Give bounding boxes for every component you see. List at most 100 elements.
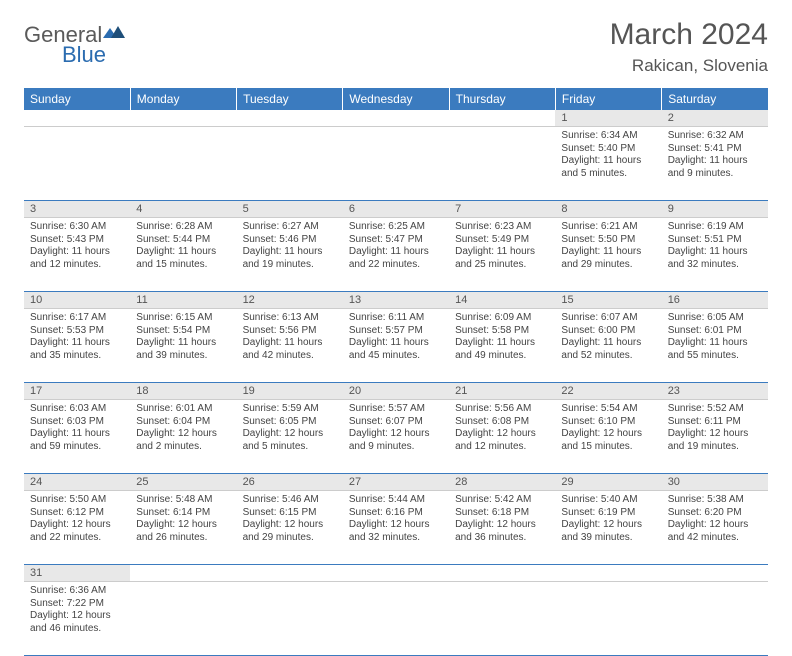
day-details: Sunrise: 6:17 AMSunset: 5:53 PMDaylight:… xyxy=(24,309,130,366)
day-cell: Sunrise: 5:52 AMSunset: 6:11 PMDaylight:… xyxy=(662,400,768,474)
day-cell xyxy=(449,582,555,656)
weekday-header: Friday xyxy=(555,88,661,110)
day-cell: Sunrise: 6:11 AMSunset: 5:57 PMDaylight:… xyxy=(343,309,449,383)
day-number: 9 xyxy=(662,201,768,218)
day-details: Sunrise: 5:46 AMSunset: 6:15 PMDaylight:… xyxy=(237,491,343,548)
day-content-row: Sunrise: 6:30 AMSunset: 5:43 PMDaylight:… xyxy=(24,218,768,292)
weekday-header: Sunday xyxy=(24,88,130,110)
day-cell: Sunrise: 6:25 AMSunset: 5:47 PMDaylight:… xyxy=(343,218,449,292)
day-details: Sunrise: 6:11 AMSunset: 5:57 PMDaylight:… xyxy=(343,309,449,366)
day-number xyxy=(237,565,343,582)
day-details: Sunrise: 5:56 AMSunset: 6:08 PMDaylight:… xyxy=(449,400,555,457)
day-content-row: Sunrise: 6:03 AMSunset: 6:03 PMDaylight:… xyxy=(24,400,768,474)
day-number-row: 31 xyxy=(24,565,768,582)
day-number: 12 xyxy=(237,292,343,309)
day-number-row: 10111213141516 xyxy=(24,292,768,309)
day-details: Sunrise: 6:23 AMSunset: 5:49 PMDaylight:… xyxy=(449,218,555,275)
day-number xyxy=(343,565,449,582)
day-details: Sunrise: 6:13 AMSunset: 5:56 PMDaylight:… xyxy=(237,309,343,366)
day-number: 23 xyxy=(662,383,768,400)
day-cell: Sunrise: 6:34 AMSunset: 5:40 PMDaylight:… xyxy=(555,127,661,201)
day-number: 28 xyxy=(449,474,555,491)
day-cell: Sunrise: 6:05 AMSunset: 6:01 PMDaylight:… xyxy=(662,309,768,383)
day-cell xyxy=(130,127,236,201)
day-cell xyxy=(237,127,343,201)
day-number xyxy=(343,110,449,127)
day-number: 16 xyxy=(662,292,768,309)
day-cell: Sunrise: 6:03 AMSunset: 6:03 PMDaylight:… xyxy=(24,400,130,474)
day-number: 31 xyxy=(24,565,130,582)
day-number xyxy=(662,565,768,582)
day-cell: Sunrise: 5:40 AMSunset: 6:19 PMDaylight:… xyxy=(555,491,661,565)
day-number: 5 xyxy=(237,201,343,218)
day-content-row: Sunrise: 5:50 AMSunset: 6:12 PMDaylight:… xyxy=(24,491,768,565)
day-details: Sunrise: 6:21 AMSunset: 5:50 PMDaylight:… xyxy=(555,218,661,275)
day-number: 26 xyxy=(237,474,343,491)
day-details: Sunrise: 6:34 AMSunset: 5:40 PMDaylight:… xyxy=(555,127,661,184)
day-cell: Sunrise: 6:09 AMSunset: 5:58 PMDaylight:… xyxy=(449,309,555,383)
day-details: Sunrise: 6:07 AMSunset: 6:00 PMDaylight:… xyxy=(555,309,661,366)
title-block: March 2024 Rakican, Slovenia xyxy=(610,18,768,76)
day-number-row: 17181920212223 xyxy=(24,383,768,400)
day-details: Sunrise: 5:40 AMSunset: 6:19 PMDaylight:… xyxy=(555,491,661,548)
day-cell: Sunrise: 5:46 AMSunset: 6:15 PMDaylight:… xyxy=(237,491,343,565)
day-number xyxy=(130,565,236,582)
day-cell xyxy=(343,582,449,656)
day-details: Sunrise: 5:50 AMSunset: 6:12 PMDaylight:… xyxy=(24,491,130,548)
location: Rakican, Slovenia xyxy=(610,56,768,76)
day-number: 17 xyxy=(24,383,130,400)
day-number: 13 xyxy=(343,292,449,309)
day-number xyxy=(449,110,555,127)
day-number: 3 xyxy=(24,201,130,218)
day-cell: Sunrise: 5:57 AMSunset: 6:07 PMDaylight:… xyxy=(343,400,449,474)
day-number: 6 xyxy=(343,201,449,218)
day-content-row: Sunrise: 6:34 AMSunset: 5:40 PMDaylight:… xyxy=(24,127,768,201)
day-details: Sunrise: 6:32 AMSunset: 5:41 PMDaylight:… xyxy=(662,127,768,184)
day-number: 30 xyxy=(662,474,768,491)
day-number: 11 xyxy=(130,292,236,309)
day-cell: Sunrise: 5:42 AMSunset: 6:18 PMDaylight:… xyxy=(449,491,555,565)
day-number xyxy=(24,110,130,127)
day-number: 20 xyxy=(343,383,449,400)
day-details: Sunrise: 5:44 AMSunset: 6:16 PMDaylight:… xyxy=(343,491,449,548)
day-cell: Sunrise: 6:19 AMSunset: 5:51 PMDaylight:… xyxy=(662,218,768,292)
day-number-row: 12 xyxy=(24,110,768,127)
day-cell: Sunrise: 5:54 AMSunset: 6:10 PMDaylight:… xyxy=(555,400,661,474)
day-details: Sunrise: 5:57 AMSunset: 6:07 PMDaylight:… xyxy=(343,400,449,457)
day-details: Sunrise: 5:38 AMSunset: 6:20 PMDaylight:… xyxy=(662,491,768,548)
day-details: Sunrise: 5:59 AMSunset: 6:05 PMDaylight:… xyxy=(237,400,343,457)
day-cell: Sunrise: 6:07 AMSunset: 6:00 PMDaylight:… xyxy=(555,309,661,383)
day-details: Sunrise: 6:01 AMSunset: 6:04 PMDaylight:… xyxy=(130,400,236,457)
day-number: 15 xyxy=(555,292,661,309)
day-details: Sunrise: 6:19 AMSunset: 5:51 PMDaylight:… xyxy=(662,218,768,275)
day-number: 10 xyxy=(24,292,130,309)
day-number-row: 3456789 xyxy=(24,201,768,218)
logo-line2: Blue xyxy=(24,42,106,68)
day-cell: Sunrise: 6:30 AMSunset: 5:43 PMDaylight:… xyxy=(24,218,130,292)
day-number-row: 24252627282930 xyxy=(24,474,768,491)
day-number xyxy=(130,110,236,127)
day-number xyxy=(555,565,661,582)
day-cell xyxy=(555,582,661,656)
day-number: 8 xyxy=(555,201,661,218)
day-number: 24 xyxy=(24,474,130,491)
weekday-header: Monday xyxy=(130,88,236,110)
day-cell: Sunrise: 6:32 AMSunset: 5:41 PMDaylight:… xyxy=(662,127,768,201)
header: General March 2024 Rakican, Slovenia xyxy=(24,18,768,76)
day-number: 25 xyxy=(130,474,236,491)
day-details: Sunrise: 5:42 AMSunset: 6:18 PMDaylight:… xyxy=(449,491,555,548)
day-details: Sunrise: 6:27 AMSunset: 5:46 PMDaylight:… xyxy=(237,218,343,275)
flag-icon xyxy=(103,24,125,45)
day-details: Sunrise: 6:30 AMSunset: 5:43 PMDaylight:… xyxy=(24,218,130,275)
day-cell: Sunrise: 6:13 AMSunset: 5:56 PMDaylight:… xyxy=(237,309,343,383)
day-number xyxy=(237,110,343,127)
weekday-header: Saturday xyxy=(662,88,768,110)
day-number: 22 xyxy=(555,383,661,400)
day-cell xyxy=(237,582,343,656)
calendar-body: 12Sunrise: 6:34 AMSunset: 5:40 PMDayligh… xyxy=(24,110,768,656)
day-number: 2 xyxy=(662,110,768,127)
day-details: Sunrise: 5:52 AMSunset: 6:11 PMDaylight:… xyxy=(662,400,768,457)
day-number: 18 xyxy=(130,383,236,400)
day-details: Sunrise: 6:05 AMSunset: 6:01 PMDaylight:… xyxy=(662,309,768,366)
day-cell: Sunrise: 5:56 AMSunset: 6:08 PMDaylight:… xyxy=(449,400,555,474)
